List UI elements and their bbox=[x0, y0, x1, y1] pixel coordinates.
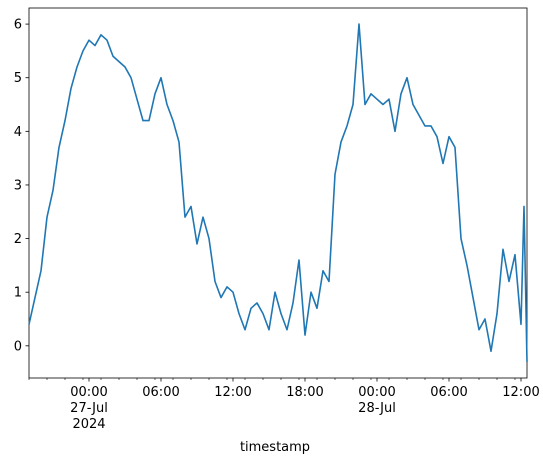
y-tick-label: 6 bbox=[14, 18, 22, 33]
x-axis-title: timestamp bbox=[240, 440, 310, 455]
y-tick-label: 4 bbox=[14, 125, 22, 140]
x-tick-label: 18:00 bbox=[286, 385, 323, 400]
x-tick-sublabel: 2024 bbox=[72, 417, 105, 432]
x-tick-label: 00:00 bbox=[70, 385, 107, 400]
y-axis: 0 1 2 3 4 5 6 bbox=[14, 18, 29, 354]
x-tick-label: 06:00 bbox=[142, 385, 179, 400]
plot-frame bbox=[28, 7, 528, 379]
x-tick-label: 00:00 bbox=[358, 385, 395, 400]
x-tick-sublabel: 27-Jul bbox=[70, 401, 108, 416]
x-tick-label: 12:00 bbox=[502, 385, 539, 400]
y-tick-label: 2 bbox=[14, 232, 22, 247]
series-line bbox=[28, 23, 528, 362]
y-tick-label: 1 bbox=[14, 286, 22, 301]
plot-area bbox=[28, 7, 528, 379]
x-tick-sublabel: 28-Jul bbox=[358, 401, 396, 416]
x-tick-label: 12:00 bbox=[214, 385, 251, 400]
y-tick-label: 0 bbox=[14, 339, 22, 354]
y-tick-label: 5 bbox=[14, 71, 22, 86]
y-tick-label: 3 bbox=[14, 178, 22, 193]
x-tick-label: 06:00 bbox=[430, 385, 467, 400]
